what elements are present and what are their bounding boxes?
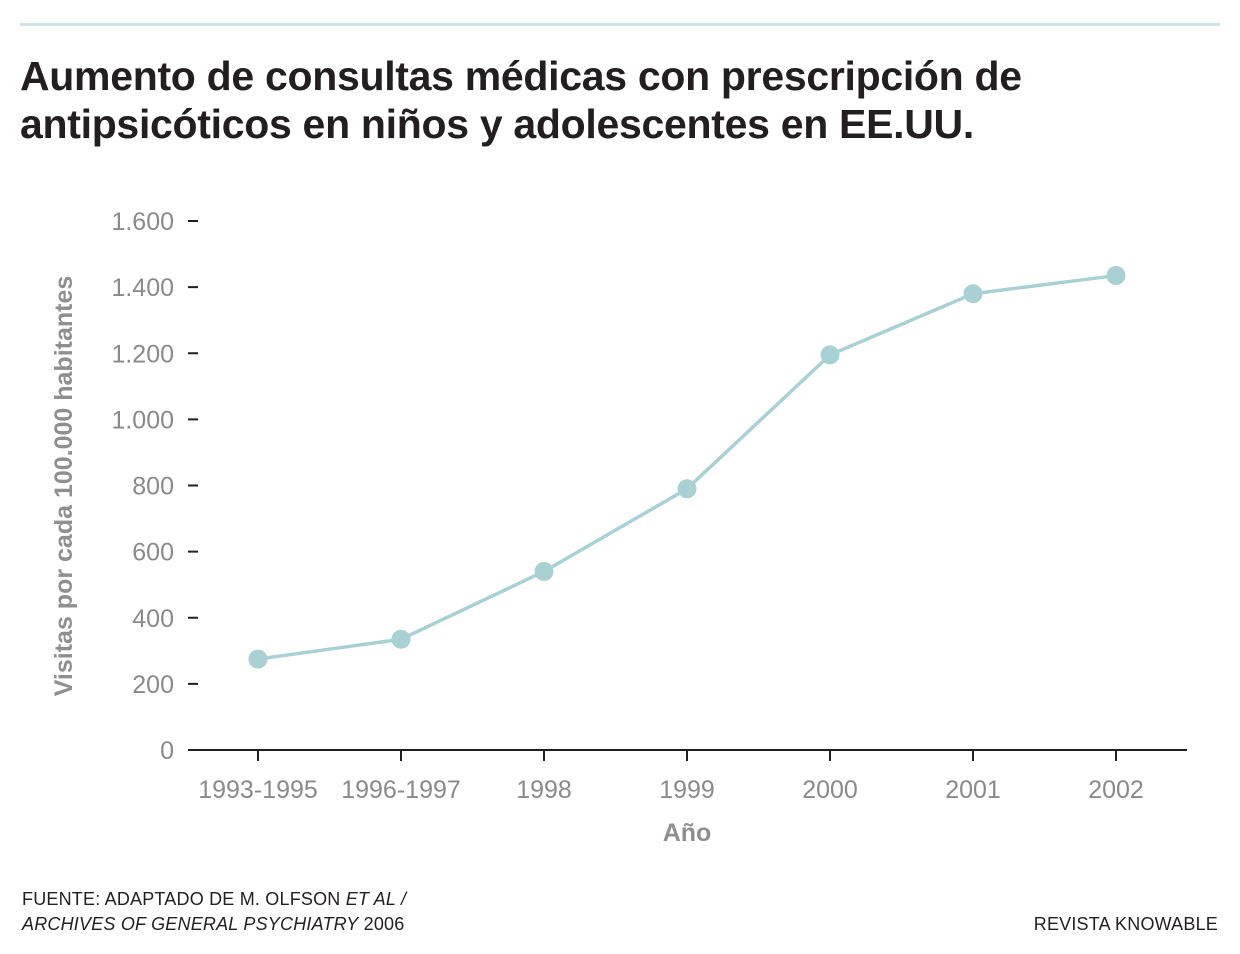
data-point — [820, 345, 840, 365]
chart-title-line-2: antipsicóticos en niños y adolescentes e… — [20, 101, 974, 147]
x-tick-label: 2002 — [1088, 776, 1144, 804]
data-point — [534, 561, 554, 581]
data-point — [248, 649, 268, 669]
x-tick-label: 1996-1997 — [341, 776, 461, 804]
data-point — [1106, 266, 1126, 286]
y-tick-label: 1.000 — [111, 406, 174, 434]
brand-credit: REVISTA KNOWABLE — [1033, 914, 1218, 934]
x-tick-label: 1999 — [659, 776, 715, 804]
y-tick-label: 1.200 — [111, 340, 174, 368]
series-line — [257, 273, 1117, 661]
x-axis: 1993-1995 1996-1997 1998 1999 2000 2001 2002 — [188, 749, 1187, 804]
data-point — [963, 284, 983, 304]
source-year: 2006 — [358, 914, 405, 934]
source-et-al: ET AL / — [345, 889, 407, 909]
x-tick-label: 2001 — [945, 776, 1001, 804]
top-rule — [20, 23, 1220, 26]
source-line-1: FUENTE: ADAPTADO DE M. OLFSON ET AL / — [22, 887, 406, 912]
source-prefix: FUENTE: ADAPTADO DE M. OLFSON — [22, 889, 346, 909]
source-note: FUENTE: ADAPTADO DE M. OLFSON ET AL / AR… — [22, 887, 406, 937]
x-axis-title: Año — [663, 819, 712, 847]
x-tick-label: 2000 — [802, 776, 858, 804]
y-axis: 0 200 400 600 800 1.000 1.200 1.400 1.600 — [111, 208, 198, 765]
y-tick-label: 400 — [132, 605, 174, 633]
y-tick-label: 0 — [160, 737, 174, 765]
chart-title: Aumento de consultas médicas con prescri… — [20, 52, 1220, 148]
y-tick-label: 1.400 — [111, 274, 174, 302]
data-point — [677, 479, 697, 499]
x-tick-label: 1998 — [516, 776, 572, 804]
data-point — [391, 629, 411, 649]
y-tick-label: 1.600 — [111, 208, 174, 236]
y-axis-title: Visitas por cada 100.000 habitantes — [50, 276, 78, 697]
y-tick-label: 800 — [132, 473, 174, 501]
x-tick-label: 1993-1995 — [198, 776, 318, 804]
source-line-2: ARCHIVES OF GENERAL PSYCHIATRY 2006 — [22, 912, 406, 937]
chart-title-line-1: Aumento de consultas médicas con prescri… — [20, 53, 1022, 99]
series — [248, 266, 1126, 669]
source-journal: ARCHIVES OF GENERAL PSYCHIATRY — [22, 914, 359, 934]
y-tick-label: 600 — [132, 539, 174, 567]
y-tick-label: 200 — [132, 671, 174, 699]
